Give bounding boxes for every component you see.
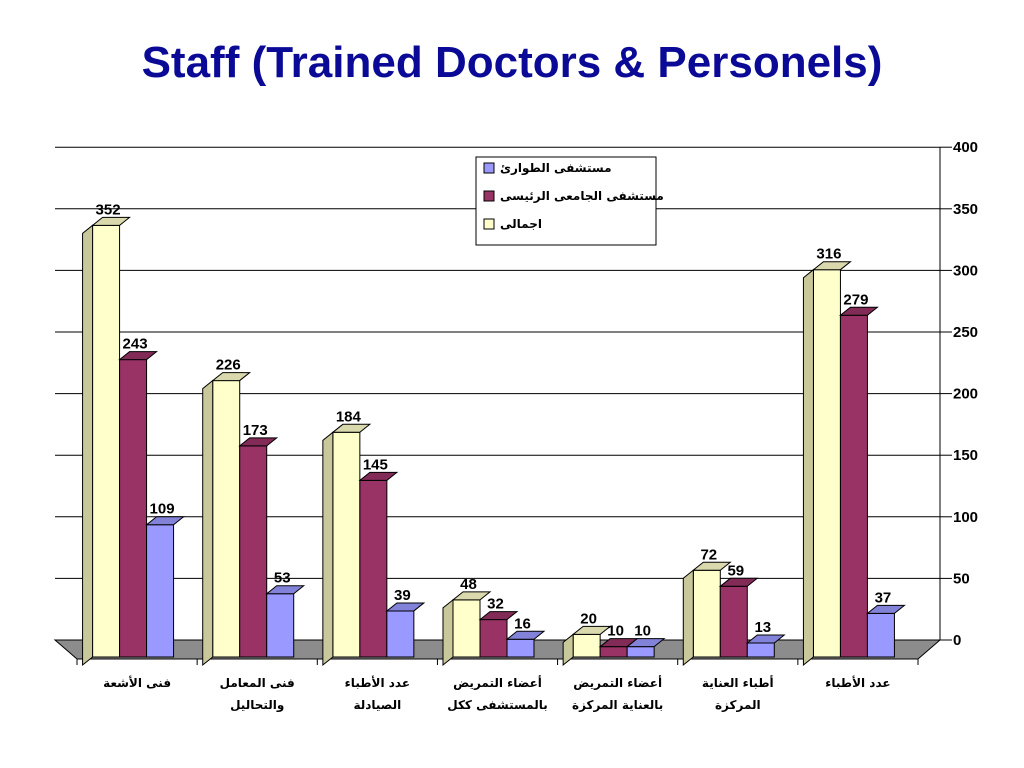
bar-top [211,372,252,382]
bar-value-label: 109 [150,501,175,518]
bar-top [91,216,131,226]
y-tick-label: 350 [953,201,978,218]
bar-value-label: 39 [394,587,411,604]
legend-swatch [483,162,495,174]
legend-label: مستشفى الطوارئ [500,161,612,176]
bar-side [322,431,334,667]
bar-value-label: 53 [274,570,291,587]
y-tick-label: 400 [953,139,978,156]
x-tick-label: والتحاليل [230,698,284,713]
legend-box [475,156,657,246]
bar-top [385,602,426,612]
x-tick-label: عدد الأطباء [825,675,890,690]
x-tick-label: بالعناية المركزة [572,698,663,712]
bar-value-label: 48 [460,576,477,593]
bar [359,479,388,658]
bar-top [478,611,519,621]
bar-top [145,516,185,526]
bar-top [839,306,879,316]
bar-side [682,569,694,667]
bar [626,646,655,658]
y-tick-label: 0 [953,632,961,649]
bar [692,569,721,658]
bar-value-label: 243 [123,336,148,353]
bar-value-label: 72 [700,546,717,563]
bar-value-label: 145 [363,456,388,473]
bar-top [812,261,852,271]
x-tick-label: أعضاء التمريض [453,675,542,690]
y-tick-label: 250 [953,324,978,341]
x-tick-label: أعضاء التمريض [573,675,662,690]
bar-value-label: 37 [875,589,892,606]
bar-top [571,625,612,635]
bar-value-label: 316 [816,246,841,263]
legend-label: اجمالى [500,217,542,231]
bar-value-label: 173 [243,422,268,439]
x-tick-label: فنى الأشعة [103,675,171,690]
bar-side [82,224,94,667]
y-tick-label: 200 [953,386,978,403]
bar [506,638,535,658]
bar [839,314,868,658]
x-tick-label: بالمستشفى ككل [447,698,548,712]
x-tick-label: عدد الأطباء [345,675,410,690]
bar-top [331,423,372,433]
bar-value-label: 32 [487,596,504,613]
bar-value-label: 10 [607,623,624,640]
bar-value-label: 20 [580,610,597,627]
legend-swatch [483,218,495,230]
bar [92,224,121,658]
legend-swatch [483,190,495,202]
bar-value-label: 16 [514,615,531,632]
x-tick-label: المركزة [715,698,761,712]
bar-top [691,561,732,571]
bar-top [451,591,492,601]
bar [746,642,775,658]
slide-title: Staff (Trained Doctors & Personels) [141,38,883,87]
y-tick-label: 150 [953,447,978,464]
bar [266,593,295,658]
bar-top [718,577,759,587]
bar-top [866,604,906,614]
x-tick-label: الصيادلة [353,698,401,712]
bar-top [238,437,279,447]
y-tick-label: 50 [953,570,970,587]
bar [866,612,895,658]
bar [479,619,508,658]
legend-label: مستشفى الجامعى الرئيسى [500,189,664,203]
bar-top [265,585,306,595]
x-tick-label: أطباء العناية [702,675,774,690]
bar-value-label: 352 [96,201,121,218]
bar [119,359,148,658]
bar-side [802,268,814,667]
x-tick-label: فنى المعامل [220,676,295,690]
bar-value-label: 279 [843,291,868,308]
y-tick-label: 300 [953,262,978,279]
bar-side [442,598,454,667]
bar-top [358,471,399,481]
bar-top [505,630,546,640]
bar-top [745,634,786,644]
bar-side [202,379,214,667]
bar-side [562,633,574,667]
bar-top [118,351,158,361]
bar-top [625,638,666,648]
bar [386,610,415,658]
bar [146,524,175,658]
bar-value-label: 59 [727,562,744,579]
y-tick-label: 100 [953,509,978,526]
bar-value-label: 10 [634,623,651,640]
bar-value-label: 184 [336,408,362,425]
bar [719,585,748,658]
bar-value-label: 13 [754,619,771,636]
bar-value-label: 226 [216,357,241,374]
bar [332,431,361,658]
